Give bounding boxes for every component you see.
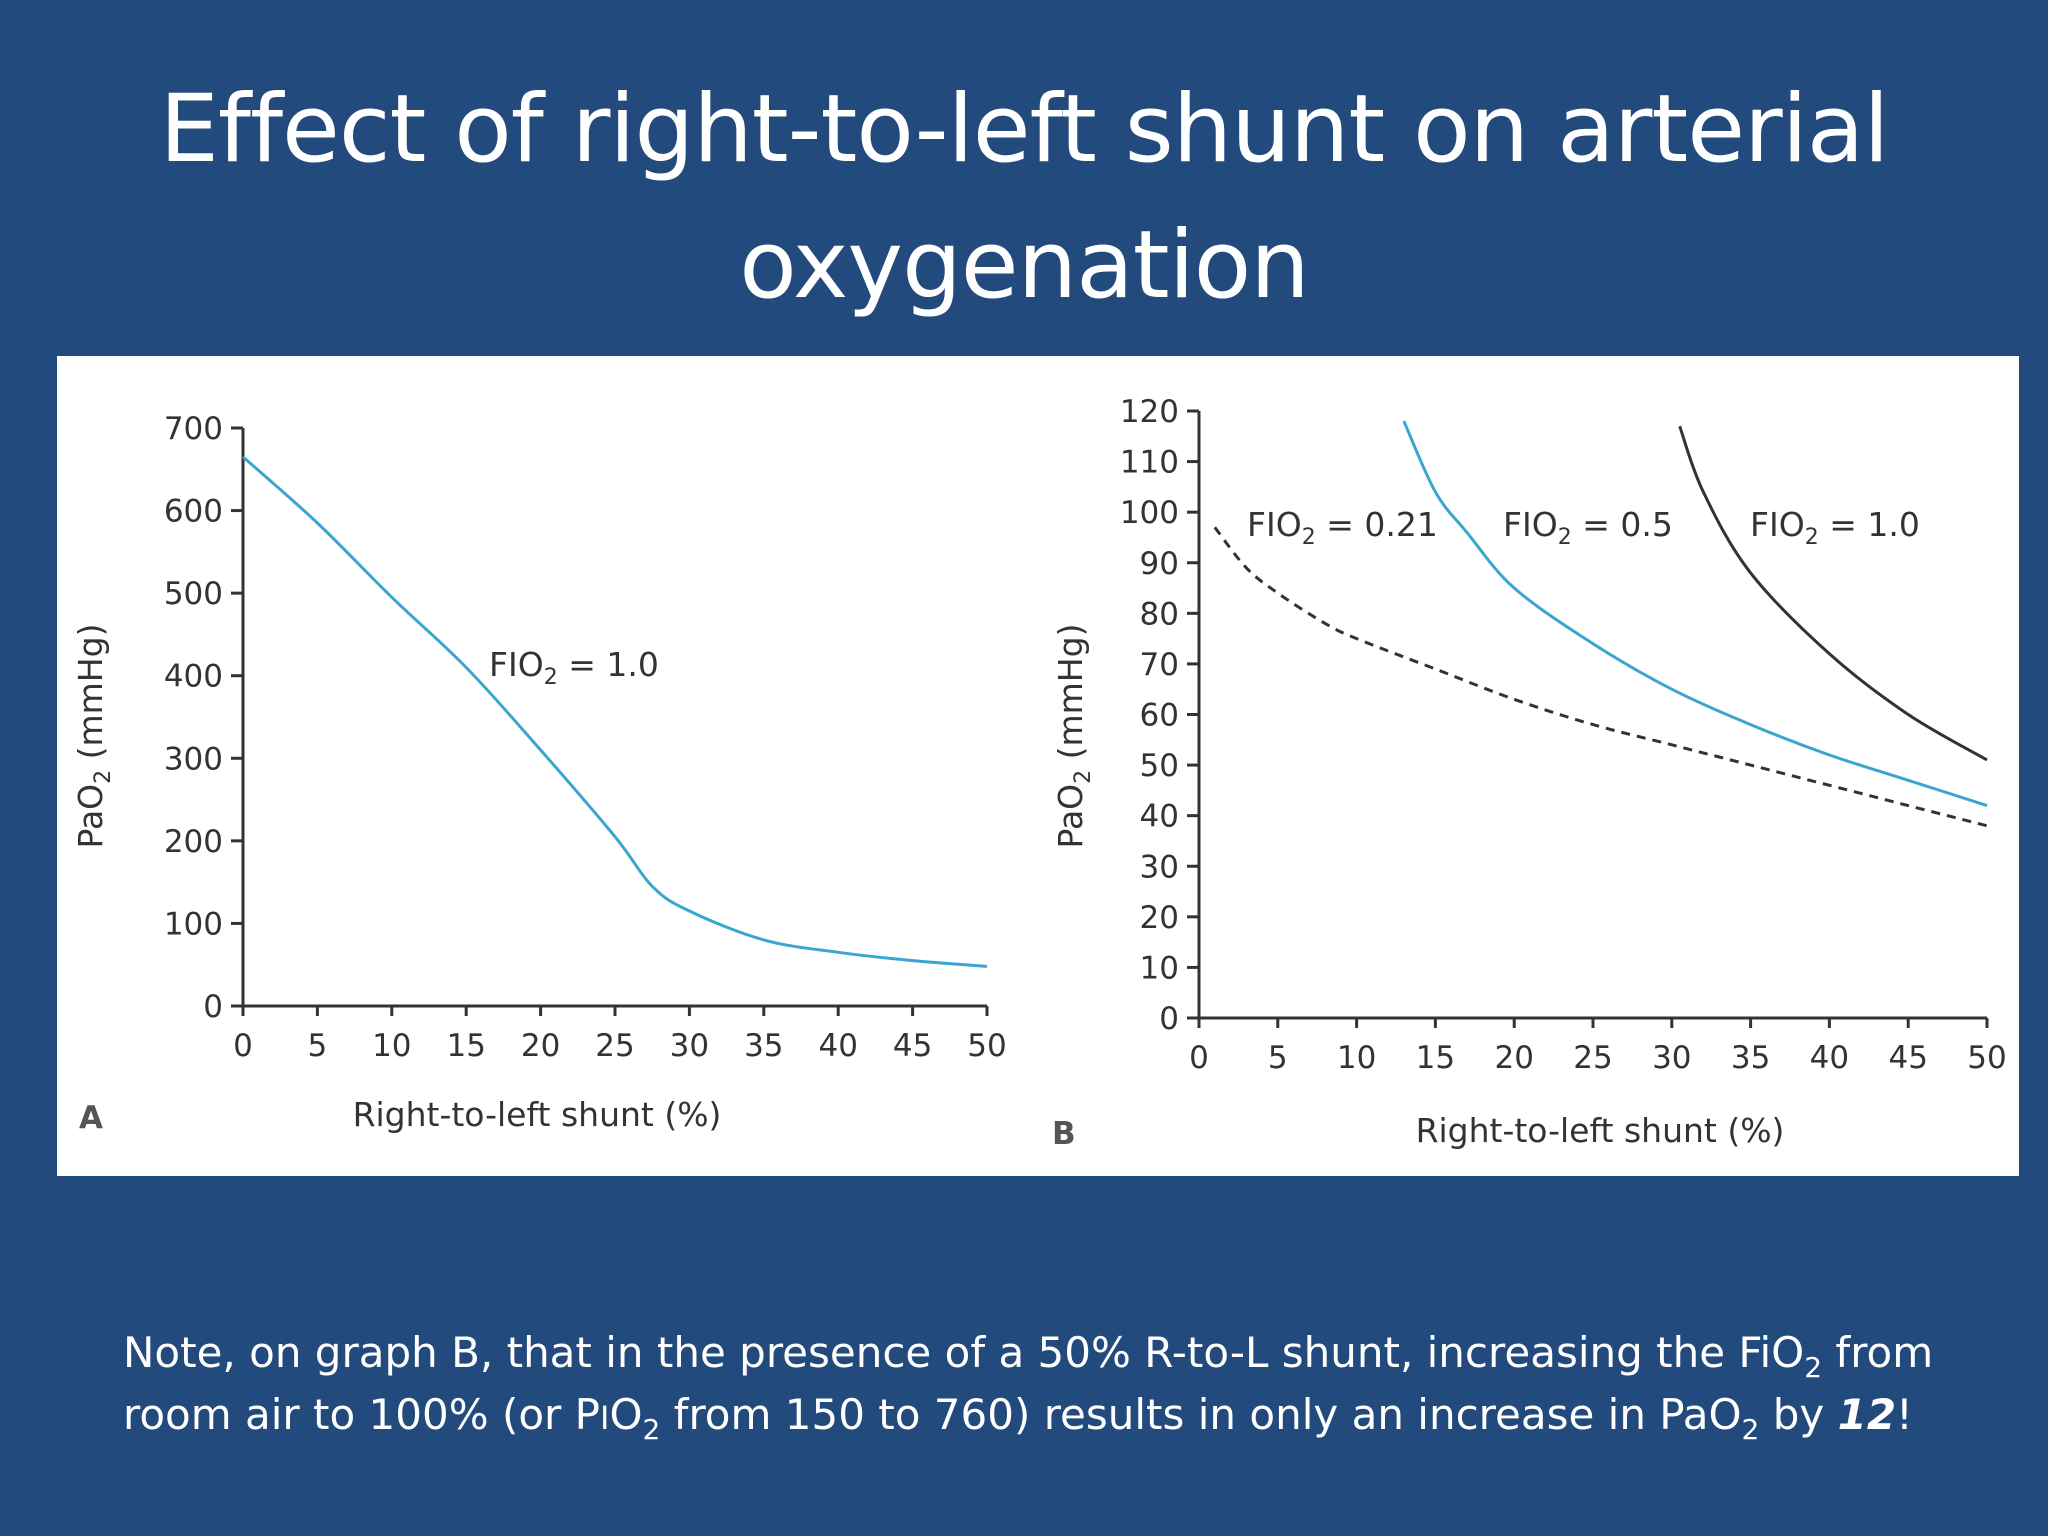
x-tick-label: 40 [1810, 1040, 1849, 1076]
slide-title: Effect of right-to-left shunt on arteria… [100, 62, 1948, 334]
x-tick-label: 10 [372, 1028, 411, 1064]
x-axis-label-a: Right-to-left shunt (%) [353, 1095, 722, 1134]
slide-title-line-2: oxygenation [739, 211, 1310, 320]
y-tick-label: 120 [1120, 394, 1179, 430]
x-tick-label: 35 [744, 1028, 783, 1064]
x-tick-label: 30 [1652, 1040, 1691, 1076]
y-tick-label: 100 [1120, 495, 1179, 531]
note-subscript: 2 [642, 1413, 661, 1446]
x-tick-label: 0 [233, 1028, 253, 1064]
y-tick-label: 50 [1140, 748, 1179, 784]
y-tick-label: 90 [1140, 546, 1179, 582]
series-line-b-3 [1678, 425, 1988, 762]
y-tick-label: 40 [1140, 799, 1179, 835]
panel-label-b: B [1052, 1116, 1076, 1152]
y-tick-label: 30 [1140, 849, 1179, 885]
note-text: from 150 to 760) results in only an incr… [660, 1390, 1742, 1439]
x-tick-label: 35 [1731, 1040, 1770, 1076]
series-line-b-1 [1213, 526, 1988, 828]
x-axis-label-b: Right-to-left shunt (%) [1416, 1111, 1785, 1150]
x-tick-label: 20 [1494, 1040, 1533, 1076]
x-tick-label: 45 [1888, 1040, 1927, 1076]
slide-title-line-1: Effect of right-to-left shunt on arteria… [159, 75, 1889, 184]
note-text: ! [1896, 1390, 1913, 1439]
y-tick-label: 0 [203, 989, 223, 1025]
y-tick-label: 300 [164, 741, 223, 777]
y-axis-label-b: PaO2 (mmHg) [1051, 624, 1096, 849]
x-tick-label: 50 [1967, 1040, 2006, 1076]
note-text: from [1822, 1328, 1934, 1377]
y-tick-label: 10 [1140, 950, 1179, 986]
x-tick-label: 0 [1189, 1040, 1209, 1076]
series-label-b-3: FIO2 = 1.0 [1750, 505, 1920, 550]
series-line-b-2 [1402, 420, 1988, 808]
x-tick-label: 15 [446, 1028, 485, 1064]
y-tick-label: 700 [164, 411, 223, 447]
y-tick-label: 500 [164, 576, 223, 612]
y-tick-label: 60 [1140, 698, 1179, 734]
series-line-a-1 [242, 455, 988, 968]
series-label-a-1: FIO2 = 1.0 [489, 645, 659, 690]
x-tick-label: 25 [1573, 1040, 1612, 1076]
note-line-2: room air to 100% (or PIO2 from 150 to 76… [123, 1384, 1983, 1449]
x-tick-label: 20 [521, 1028, 560, 1064]
note-text: room air to 100% (or P [123, 1390, 600, 1439]
note-text: Note, on graph B, that in the presence o… [123, 1328, 1805, 1377]
x-tick-label: 15 [1416, 1040, 1455, 1076]
x-tick-label: 10 [1337, 1040, 1376, 1076]
chart-figure: 0 100 200 300 400 500 600 700 0 5 10 15 20 25 30 35 40 45… [57, 356, 2019, 1176]
note-text: by [1759, 1390, 1838, 1439]
y-tick-label: 600 [164, 494, 223, 530]
series-label-b-1: FIO2 = 0.21 [1247, 505, 1438, 550]
x-tick-label: 50 [967, 1028, 1006, 1064]
x-tick-label: 25 [595, 1028, 634, 1064]
panel-label-a: A [79, 1100, 103, 1136]
y-tick-label: 100 [164, 906, 223, 942]
y-tick-label: 400 [164, 659, 223, 695]
series-label-b-2: FIO2 = 0.5 [1503, 505, 1673, 550]
note-smallcap: I [600, 1399, 610, 1437]
y-tick-label: 200 [164, 824, 223, 860]
note-line-1: Note, on graph B, that in the presence o… [123, 1322, 1983, 1384]
slide-note: Note, on graph B, that in the presence o… [123, 1322, 1983, 1449]
y-tick-label: 110 [1120, 445, 1179, 481]
y-tick-label: 80 [1140, 596, 1179, 632]
note-emphasis: 12 [1837, 1390, 1897, 1439]
x-tick-label: 45 [893, 1028, 932, 1064]
x-tick-label: 5 [1268, 1040, 1288, 1076]
x-tick-label: 30 [670, 1028, 709, 1064]
y-tick-label: 20 [1140, 900, 1179, 936]
note-subscript: 2 [1741, 1413, 1760, 1446]
x-tick-label: 5 [308, 1028, 328, 1064]
y-tick-label: 70 [1140, 647, 1179, 683]
x-tick-label: 40 [818, 1028, 857, 1064]
y-axis-label-a: PaO2 (mmHg) [71, 624, 116, 849]
y-tick-label: 0 [1159, 1001, 1179, 1037]
note-text: O [609, 1390, 643, 1439]
note-subscript: 2 [1804, 1351, 1823, 1384]
